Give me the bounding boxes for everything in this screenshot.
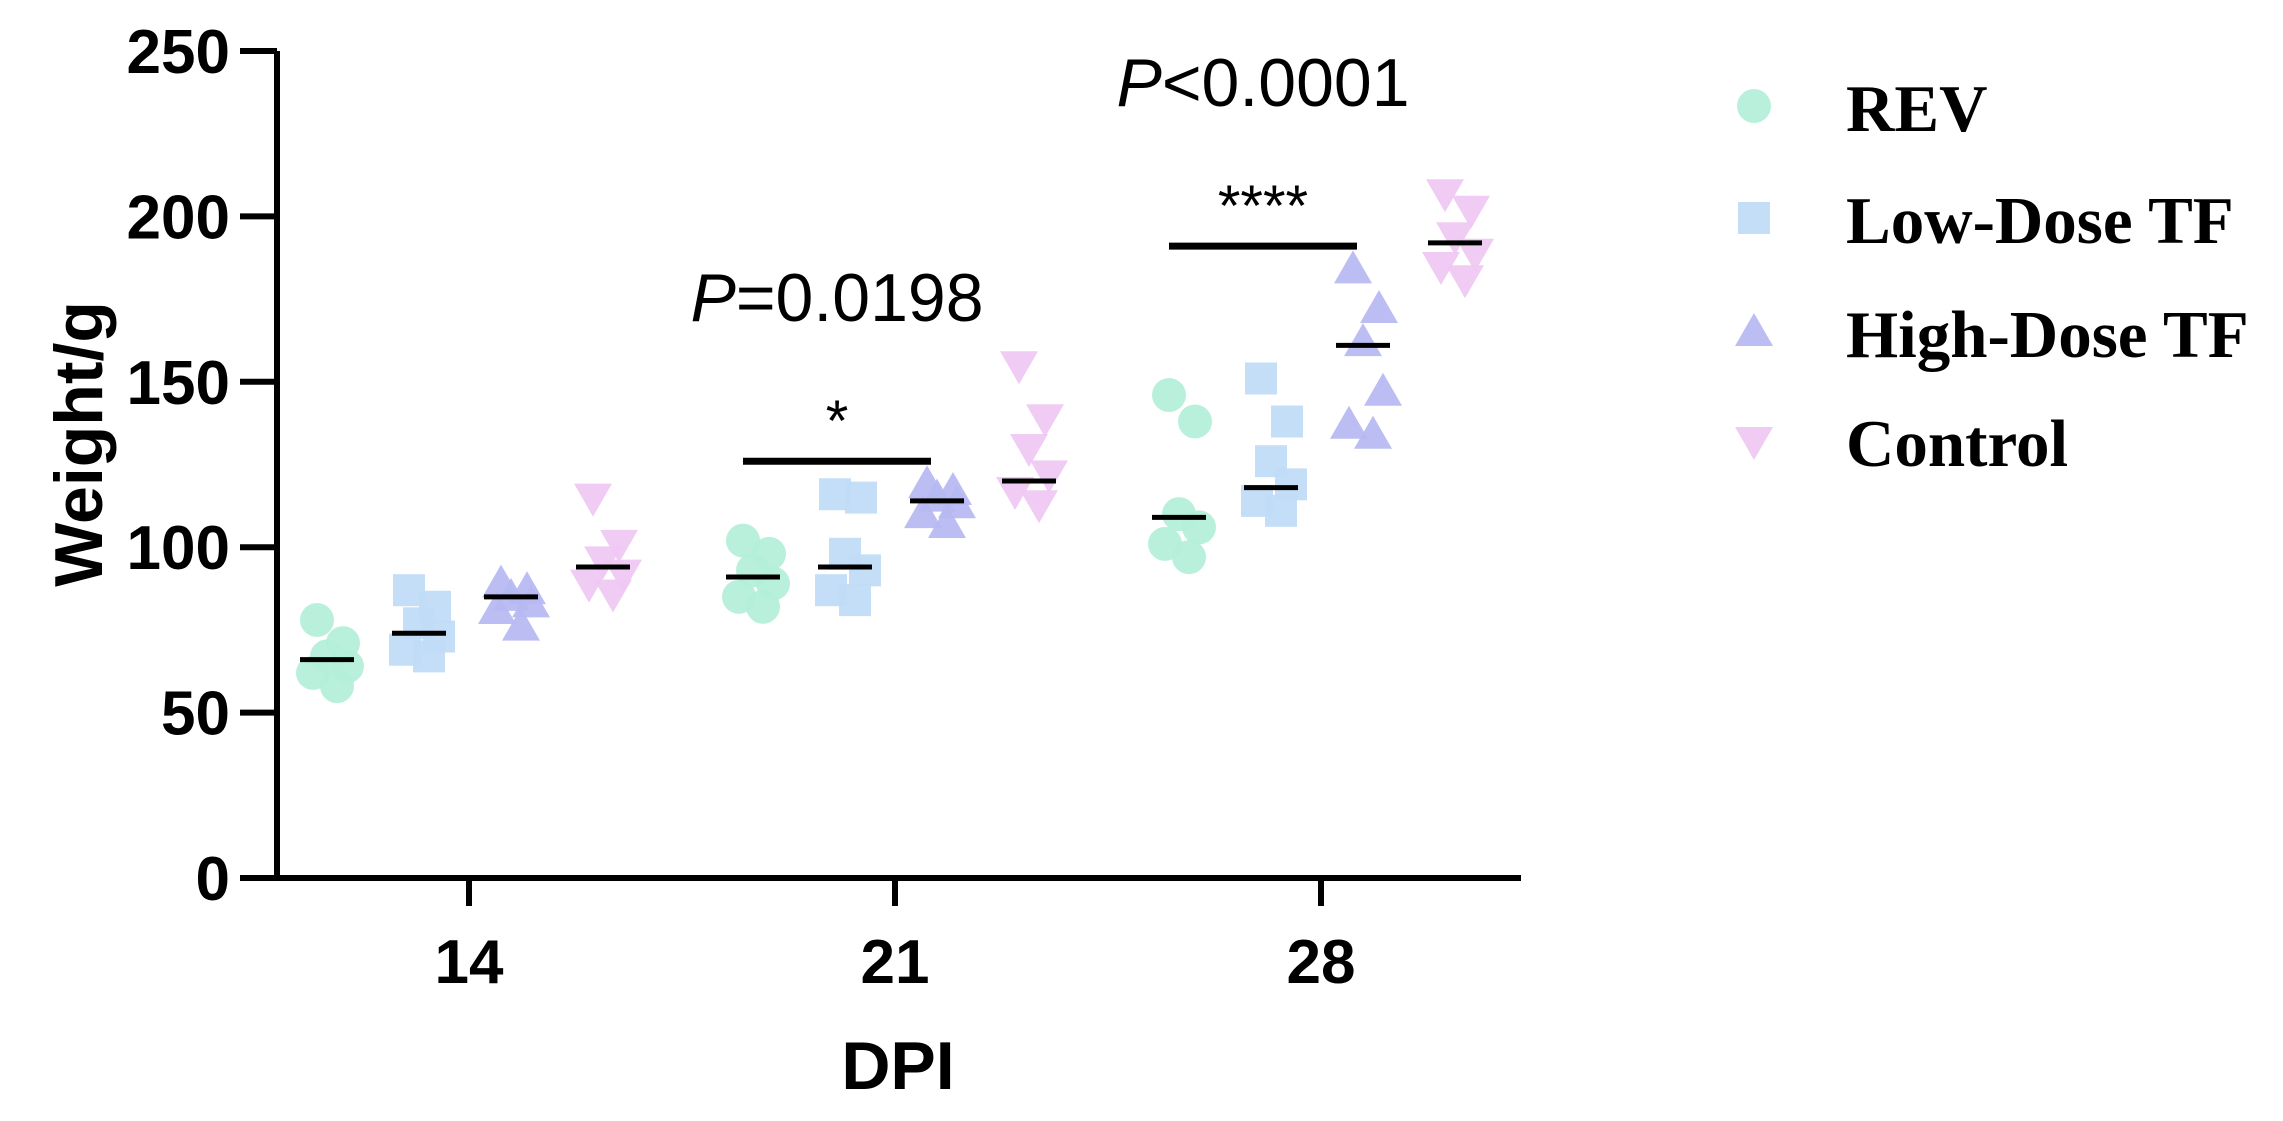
legend-label: Control xyxy=(1846,407,2068,481)
x-axis-ticks: 14 21 28 xyxy=(435,878,1356,997)
data-point xyxy=(584,546,622,580)
data-point xyxy=(996,476,1034,510)
data-point xyxy=(1265,494,1297,527)
y-tick-label: 50 xyxy=(161,680,230,749)
data-point xyxy=(600,529,638,563)
legend-label: High-Dose TF xyxy=(1846,298,2249,372)
data-point xyxy=(570,569,608,603)
data-point xyxy=(1245,362,1277,395)
data-point xyxy=(1152,378,1186,413)
data-point xyxy=(746,589,780,624)
data-point xyxy=(1020,490,1058,524)
y-axis-ticks: 0 50 100 150 200 250 xyxy=(127,18,277,914)
data-point xyxy=(300,602,334,637)
p-symbol: P xyxy=(690,260,735,336)
significance-annotations: *P=0.0198****P<0.0001 xyxy=(690,45,1410,465)
data-point xyxy=(1360,290,1398,324)
y-tick-label: 100 xyxy=(127,514,230,583)
y-tick-label: 200 xyxy=(127,183,230,252)
y-tick-label: 250 xyxy=(127,18,230,87)
data-point xyxy=(1172,540,1206,575)
data-point xyxy=(1354,415,1392,449)
legend-item: Control xyxy=(1735,407,2068,481)
data-point xyxy=(1026,404,1064,438)
significance-stars: * xyxy=(826,389,849,454)
data-point xyxy=(1271,405,1303,438)
data-point xyxy=(904,495,942,529)
data-point xyxy=(839,584,871,617)
data-point xyxy=(1422,252,1460,286)
data-point xyxy=(726,523,760,558)
legend-item: Low-Dose TF xyxy=(1738,184,2234,258)
p-symbol: P xyxy=(1116,45,1161,121)
p-value-label: P<0.0001 xyxy=(1116,45,1409,121)
legend-marker-triangle-down-icon xyxy=(1735,427,1773,460)
data-point xyxy=(1452,195,1490,229)
legend-item: REV xyxy=(1737,72,1987,146)
data-point xyxy=(594,579,632,613)
legend-marker-triangle-up-icon xyxy=(1735,313,1773,346)
legend-marker-square-icon xyxy=(1738,202,1770,234)
x-axis-title: DPI xyxy=(841,1028,954,1104)
p-value: =0.0198 xyxy=(736,260,984,336)
data-points xyxy=(296,179,1494,704)
data-point xyxy=(1000,351,1038,385)
data-point xyxy=(502,607,540,641)
data-point xyxy=(928,505,966,539)
data-point xyxy=(845,481,877,514)
legend-marker-circle-icon xyxy=(1737,89,1771,123)
data-point xyxy=(1030,460,1068,494)
x-tick-label: 14 xyxy=(435,928,504,997)
data-point xyxy=(1178,404,1212,439)
data-point xyxy=(413,640,445,673)
y-axis-title: Weight/g xyxy=(41,301,117,587)
legend-item: High-Dose TF xyxy=(1735,298,2249,372)
data-point xyxy=(1426,179,1464,213)
data-point xyxy=(1010,433,1048,467)
data-point xyxy=(574,483,612,517)
p-value: <0.0001 xyxy=(1162,45,1410,121)
data-point xyxy=(849,554,881,587)
center-lines xyxy=(300,240,1482,663)
legend-label: REV xyxy=(1846,72,1987,146)
data-point xyxy=(1446,265,1484,299)
data-point xyxy=(478,591,516,625)
legend: REV Low-Dose TF High-Dose TF Control xyxy=(1735,72,2249,481)
x-tick-label: 28 xyxy=(1287,928,1356,997)
x-tick-label: 21 xyxy=(861,928,930,997)
data-point xyxy=(1436,222,1474,256)
legend-label: Low-Dose TF xyxy=(1846,184,2234,258)
data-point xyxy=(1456,238,1494,272)
data-point xyxy=(1344,323,1382,357)
significance-stars: **** xyxy=(1218,174,1308,239)
y-tick-label: 0 xyxy=(196,845,230,914)
data-point xyxy=(1364,372,1402,406)
y-tick-label: 150 xyxy=(127,349,230,418)
data-point xyxy=(1334,250,1372,284)
p-value-label: P=0.0198 xyxy=(690,260,983,336)
data-point xyxy=(320,669,354,704)
data-point xyxy=(1330,405,1368,439)
